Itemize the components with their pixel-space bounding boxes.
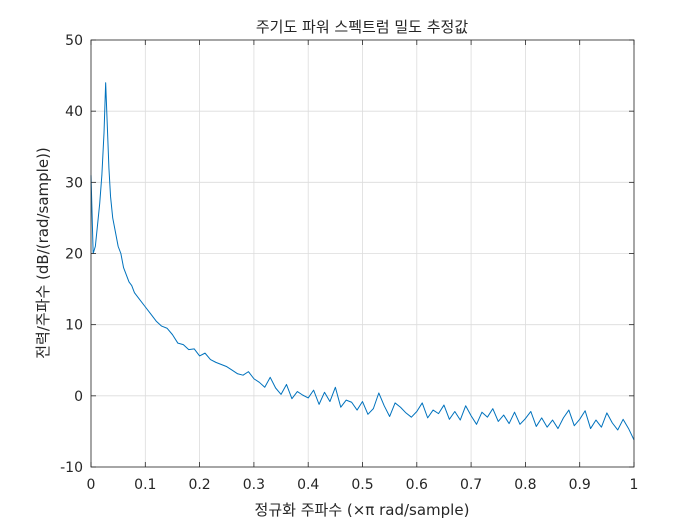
y-tick-label: 0 bbox=[74, 389, 83, 405]
x-tick-label: 0.1 bbox=[134, 477, 156, 493]
x-tick-label: 0.8 bbox=[514, 477, 536, 493]
y-tick-label: 30 bbox=[65, 175, 83, 191]
y-tick-label: 20 bbox=[65, 247, 83, 263]
x-tick-label: 0.9 bbox=[569, 477, 591, 493]
y-tick-label: 50 bbox=[65, 33, 83, 49]
x-axis-label: 정규화 주파수 (×π rad/sample) bbox=[255, 501, 470, 519]
grid bbox=[90, 39, 635, 468]
y-tick-label: -10 bbox=[60, 460, 83, 476]
ticks: 0 0.1 0.2 0.3 0.4 0.5 0.6 0.7 0.8 0.9 1-1001020304… bbox=[60, 33, 638, 493]
x-tick-label: 0.6 bbox=[406, 477, 428, 493]
y-tick-label: 40 bbox=[65, 104, 83, 120]
x-tick-label: 0.2 bbox=[188, 477, 210, 493]
plot-area bbox=[90, 82, 635, 441]
x-tick-label: 0 bbox=[87, 477, 96, 493]
x-tick-label: 0.5 bbox=[351, 477, 373, 493]
x-tick-label: 0.7 bbox=[460, 477, 482, 493]
chart-title: 주기도 파워 스펙트럼 밀도 추정값 bbox=[256, 18, 468, 36]
y-axis-label: 전력/주파수 (dB/(rad/sample)) bbox=[34, 147, 52, 359]
x-tick-label: 0.4 bbox=[297, 477, 319, 493]
y-tick-label: 10 bbox=[65, 318, 83, 334]
x-tick-label: 1 bbox=[630, 477, 639, 493]
psd-series-line bbox=[90, 82, 635, 441]
x-tick-label: 0.3 bbox=[243, 477, 265, 493]
